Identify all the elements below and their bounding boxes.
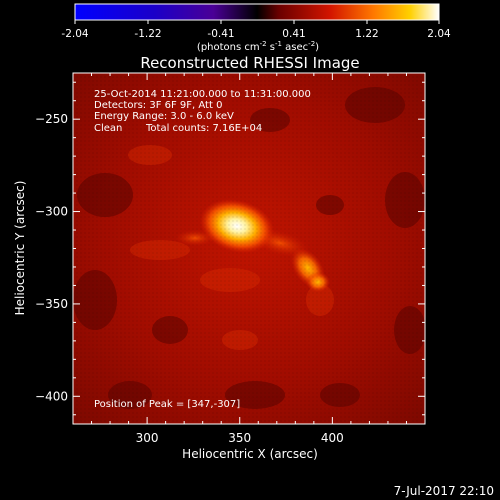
detectors: Detectors: 3F 6F 9F, Att 0 [94, 100, 222, 111]
colorbar-tick-label: 2.04 [427, 28, 451, 40]
colorbar: -2.04 -1.22 -0.41 0.41 1.22 2.04 (photon… [61, 3, 451, 53]
rhessi-image [73, 73, 425, 424]
colorbar-tick-label: -0.41 [207, 28, 234, 40]
colorbar-units: (photons cm-2 s-1 asec-2) [197, 40, 319, 53]
colorbar-ticks [74, 20, 440, 24]
colorbar-tick-label: 0.41 [282, 28, 305, 40]
y-axis-label: Heliocentric Y (arcsec) [13, 181, 27, 316]
peak-position: Position of Peak = [347,-307] [94, 399, 240, 410]
total-counts: Total counts: 7.16E+04 [145, 123, 262, 134]
colorbar-tick-label: -2.04 [61, 28, 88, 40]
y-tick-label: −300 [35, 205, 68, 219]
energy-range: Energy Range: 3.0 - 6.0 keV [94, 111, 234, 122]
clean-label: Clean [94, 123, 122, 134]
x-axis-label: Heliocentric X (arcsec) [182, 447, 318, 461]
x-tick-label: 300 [136, 431, 159, 445]
footer-date: 7-Jul-2017 22:10 [394, 484, 494, 498]
colorbar-tick-label: 1.22 [355, 28, 378, 40]
colorbar-gradient [74, 3, 440, 21]
axis-ticks [72, 73, 425, 424]
y-tick-label: −250 [35, 112, 68, 126]
info-block: 25-Oct-2014 11:21:00.000 to 11:31:00.000… [94, 89, 311, 410]
plot-title: Reconstructed RHESSI Image [140, 54, 359, 72]
x-tick-label: 400 [321, 431, 344, 445]
time-range: 25-Oct-2014 11:21:00.000 to 11:31:00.000 [94, 89, 311, 100]
y-tick-label: −400 [35, 389, 68, 403]
axis-tick-labels: 300 350 400 −250 −300 −350 −400 [35, 112, 344, 445]
y-tick-label: −350 [35, 297, 68, 311]
colorbar-tick-label: -1.22 [134, 28, 161, 40]
x-tick-label: 350 [228, 431, 251, 445]
